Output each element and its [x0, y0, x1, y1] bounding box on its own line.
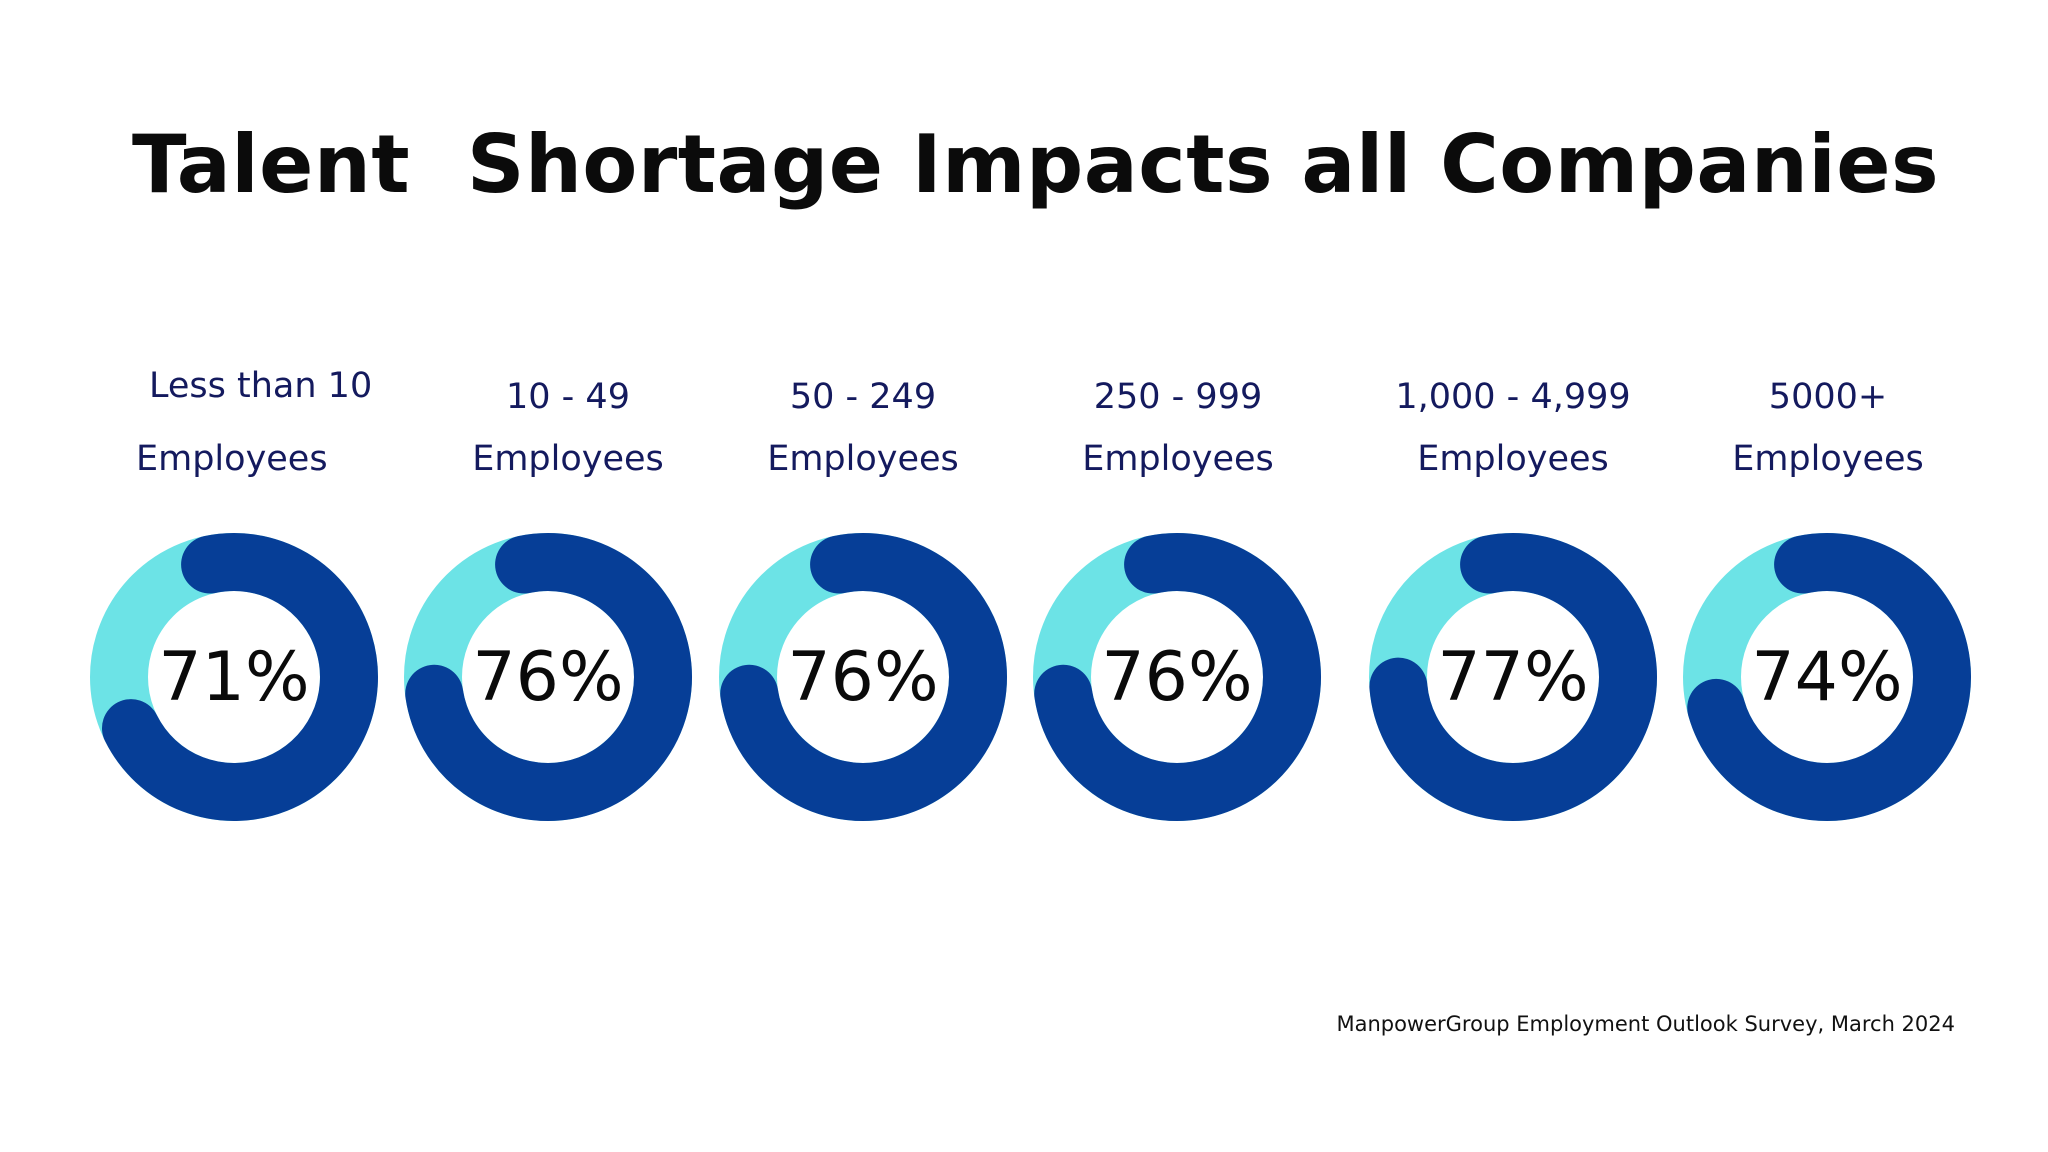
- category-label-1-second: Employees: [136, 439, 366, 479]
- donut-5-value-label: 77%: [1437, 637, 1589, 717]
- donut-5: 77%: [1367, 531, 1659, 823]
- donut-6-svg: [1683, 533, 1971, 821]
- donut-1-value-label: 71%: [158, 637, 310, 717]
- category-label-5-line1: 1,000 - 4,999: [1395, 377, 1631, 417]
- category-label-3: 50 - 249 Employees: [713, 366, 1013, 490]
- donut-2-value-label: 76%: [472, 637, 624, 717]
- category-label-3-line1: 50 - 249: [789, 377, 937, 417]
- category-label-5-line2: Employees: [1417, 439, 1609, 479]
- donut-5-svg: [1369, 533, 1657, 821]
- donut-4-value-arc: [1034, 533, 1321, 821]
- source-note: ManpowerGroup Employment Outlook Survey,…: [1336, 1012, 1955, 1036]
- chart-title: Talent Shortage Impacts all Companies: [132, 118, 1940, 211]
- category-label-6: 5000+ Employees: [1678, 366, 1978, 490]
- category-label-6-line1: 5000+: [1768, 377, 1888, 417]
- donut-2: 76%: [402, 531, 694, 823]
- donut-6: 74%: [1681, 531, 1973, 823]
- category-label-6-line2: Employees: [1732, 439, 1924, 479]
- category-label-1-line2: Employees: [136, 439, 328, 479]
- donut-3-value-arc: [720, 533, 1007, 821]
- donut-3: 76%: [717, 531, 1009, 823]
- category-label-1: Less than 10: [146, 366, 376, 406]
- donut-1-value-arc: [101, 533, 378, 821]
- category-label-5: 1,000 - 4,999 Employees: [1363, 366, 1663, 490]
- donut-1: 71%: [88, 531, 380, 823]
- category-label-2: 10 - 49 Employees: [418, 366, 718, 490]
- donut-3-svg: [719, 533, 1007, 821]
- donut-4-svg: [1033, 533, 1321, 821]
- category-label-2-line1: 10 - 49: [506, 377, 630, 417]
- category-label-4: 250 - 999 Employees: [1028, 366, 1328, 490]
- donut-3-value-label: 76%: [787, 637, 939, 717]
- donut-2-svg: [404, 533, 692, 821]
- donut-1-svg: [90, 533, 378, 821]
- donut-5-value-arc: [1369, 533, 1657, 821]
- donut-6-value-label: 74%: [1751, 637, 1903, 717]
- donut-4-value-label: 76%: [1101, 637, 1253, 717]
- category-label-4-line1: 250 - 999: [1093, 377, 1263, 417]
- category-label-4-line2: Employees: [1082, 439, 1274, 479]
- category-label-2-line2: Employees: [472, 439, 664, 479]
- donut-4: 76%: [1031, 531, 1323, 823]
- donut-2-value-arc: [405, 533, 692, 821]
- category-label-3-line2: Employees: [767, 439, 959, 479]
- donut-6-value-arc: [1687, 533, 1971, 821]
- category-label-1-line1: Less than 10: [149, 366, 373, 406]
